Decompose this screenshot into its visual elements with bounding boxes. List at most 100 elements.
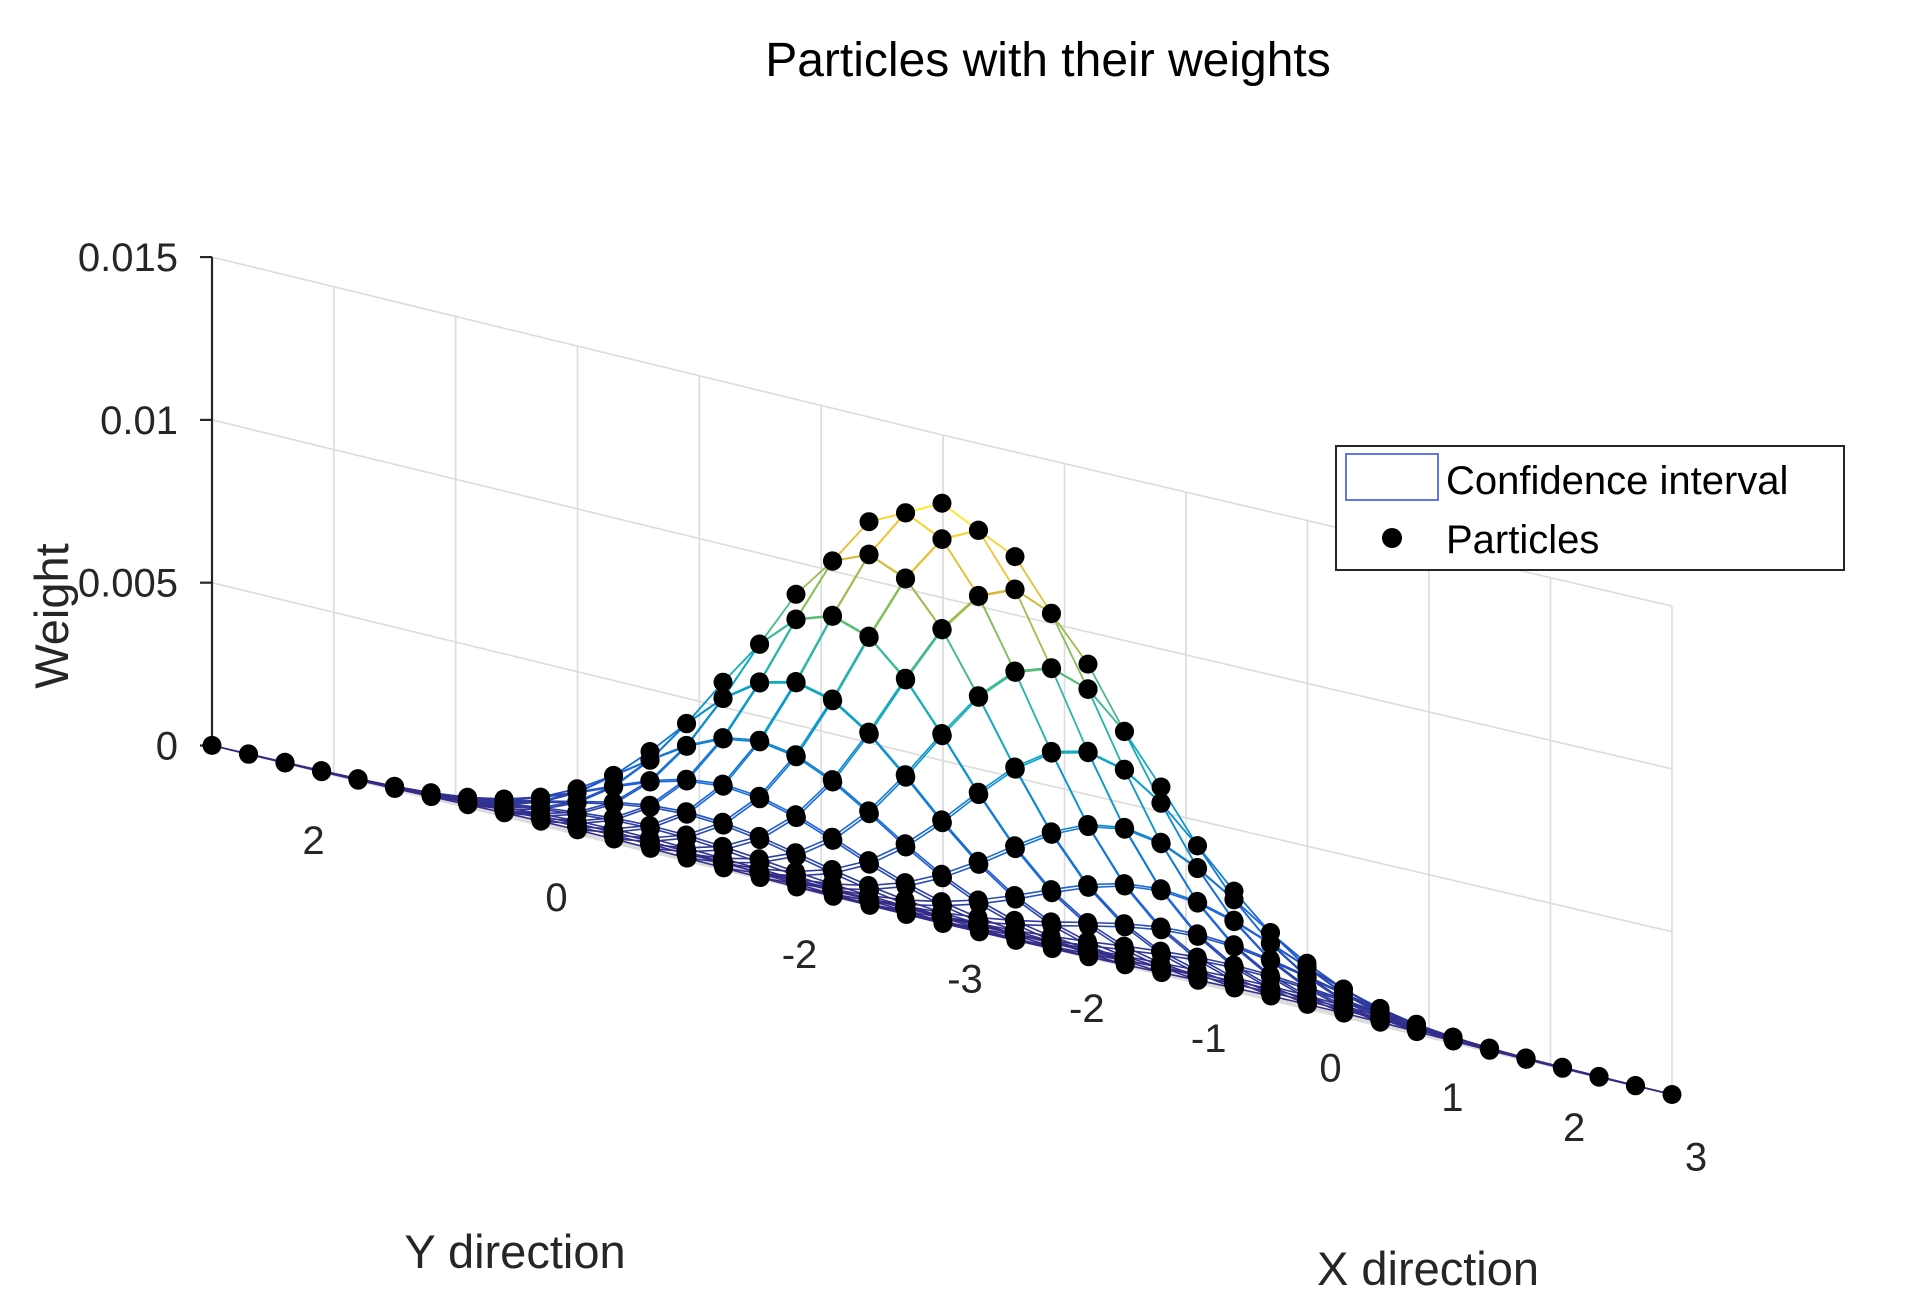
- particle-marker: [749, 862, 769, 882]
- particle-marker: [859, 801, 879, 821]
- particle-marker: [749, 786, 769, 806]
- particle-marker: [1114, 950, 1134, 969]
- x-tick-label: 2: [1563, 1106, 1585, 1150]
- particle-marker: [1041, 912, 1061, 932]
- particle-marker: [1150, 958, 1170, 978]
- particle-marker: [348, 769, 368, 789]
- particle-marker: [1005, 661, 1025, 681]
- particle-marker: [676, 735, 696, 755]
- surface-mesh-segment: [795, 560, 834, 620]
- particle-marker: [1151, 832, 1171, 852]
- particle-marker: [1406, 1019, 1426, 1039]
- particle-markers: [202, 493, 1682, 1104]
- particle-marker: [1005, 547, 1025, 567]
- surface-mesh-segment: [1050, 666, 1089, 753]
- particle-marker: [1260, 982, 1280, 1002]
- surface-mesh-segment: [1087, 687, 1126, 771]
- particle-marker: [785, 871, 805, 891]
- surface-mesh-segment: [758, 682, 798, 743]
- particle-marker: [1005, 579, 1025, 599]
- particle-marker: [822, 860, 842, 879]
- particle-marker: [822, 770, 842, 790]
- particle-marker: [603, 776, 623, 796]
- particle-marker: [1004, 924, 1024, 944]
- particle-marker: [822, 827, 842, 847]
- particle-marker: [1224, 935, 1244, 955]
- chart-title: Particles with their weights: [765, 34, 1331, 87]
- surface-mesh-segment: [977, 529, 1016, 590]
- surface-mesh-segment: [977, 594, 1016, 672]
- particle-marker: [421, 785, 441, 804]
- particle-marker: [1114, 874, 1134, 894]
- particle-marker: [1005, 836, 1025, 856]
- particle-marker: [968, 851, 988, 871]
- particle-marker: [895, 898, 915, 918]
- particle-marker: [859, 544, 879, 564]
- particle-marker: [895, 834, 915, 854]
- particle-marker: [1479, 1039, 1499, 1058]
- particle-marker: [639, 834, 659, 854]
- particle-marker: [823, 551, 842, 571]
- particle-marker: [1078, 815, 1098, 834]
- particle-marker: [895, 873, 915, 893]
- particle-marker: [1625, 1076, 1645, 1095]
- particle-marker: [932, 724, 952, 743]
- surface-mesh-segment: [685, 697, 724, 747]
- surface-mesh-segment: [1013, 766, 1052, 833]
- particle-marker: [822, 689, 842, 709]
- surface-mesh-segment: [1160, 801, 1199, 869]
- particle-marker: [712, 853, 732, 873]
- particle-marker: [749, 826, 769, 846]
- surface-mesh-segment: [758, 618, 797, 683]
- particle-marker: [676, 769, 696, 789]
- particle-marker: [202, 735, 222, 755]
- particle-marker: [1187, 966, 1207, 986]
- particle-marker: [1005, 886, 1024, 905]
- x-tick-label: -2: [1069, 987, 1105, 1031]
- particle-marker: [1078, 913, 1097, 932]
- particle-marker: [968, 782, 988, 802]
- particle-marker: [1005, 757, 1025, 777]
- particle-marker: [895, 568, 915, 588]
- particle-marker: [640, 795, 660, 815]
- particle-marker: [750, 634, 769, 654]
- z-tick-label: 0.015: [78, 236, 178, 280]
- surface-mesh-segment: [1050, 612, 1089, 690]
- particle-marker: [713, 672, 733, 692]
- particle-marker: [1114, 914, 1134, 934]
- legend-mesh-swatch: [1345, 453, 1439, 501]
- particle-marker: [1041, 603, 1061, 623]
- particle-marker: [1297, 991, 1316, 1011]
- tick-labels: 0 0.005 0.01 0.015 -3 -2 -1 0 1 2 3 -2 0 2: [78, 236, 1707, 1179]
- surface-mesh-segment: [1087, 750, 1126, 829]
- particle-marker: [1078, 654, 1098, 674]
- particle-marker: [859, 626, 879, 646]
- particle-marker: [1114, 817, 1134, 837]
- particle-marker: [822, 880, 842, 900]
- particle-marker: [713, 812, 733, 832]
- x-tick-label: -1: [1191, 1017, 1227, 1061]
- legend-marker-swatch: [1382, 528, 1402, 548]
- particle-marker: [1589, 1066, 1609, 1086]
- legend-label-particles: Particles: [1446, 518, 1599, 562]
- surface-mesh-segment: [868, 679, 907, 736]
- particle-marker: [822, 605, 842, 625]
- particle-marker: [932, 810, 952, 830]
- particle-marker: [1224, 889, 1244, 909]
- particle-marker: [1041, 822, 1061, 842]
- particle-marker: [1333, 1000, 1353, 1020]
- particle-marker: [311, 761, 331, 781]
- particle-marker: [1151, 879, 1171, 899]
- y-tick-label: 0: [545, 876, 567, 920]
- particle-marker: [896, 503, 915, 523]
- particle-marker: [786, 672, 806, 691]
- surface-mesh-segment: [1013, 670, 1053, 753]
- z-tick-label: 0.01: [100, 399, 178, 443]
- z-tick-label: 0: [156, 724, 178, 768]
- particle-marker: [530, 808, 550, 828]
- particle-marker: [1516, 1048, 1536, 1068]
- particle-marker: [1187, 924, 1207, 944]
- particle-marker: [1151, 917, 1171, 937]
